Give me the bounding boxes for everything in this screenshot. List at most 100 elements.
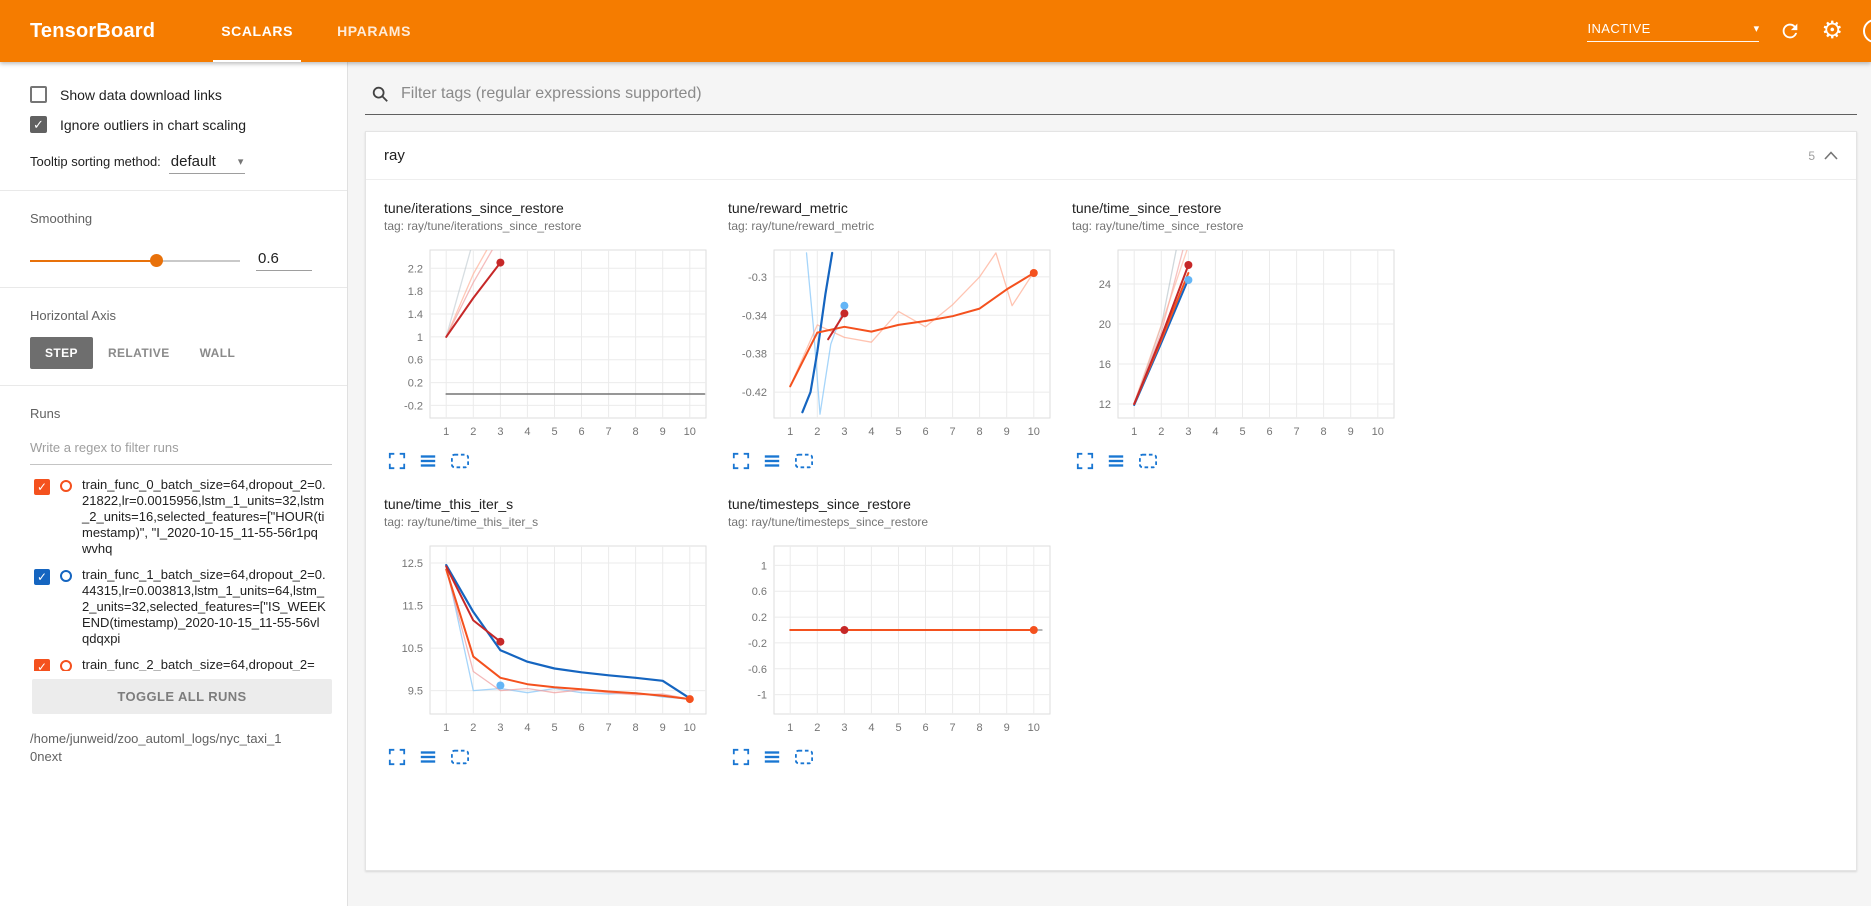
expand-chart-icon[interactable] bbox=[732, 452, 750, 470]
chart-plot[interactable]: -1 -0.6 -0.2 0.2 0.6 1 1 2 3 4 5 6 7 8 9 10 bbox=[728, 538, 1062, 745]
svg-text:-0.6: -0.6 bbox=[748, 664, 767, 676]
svg-text:9: 9 bbox=[1348, 426, 1354, 438]
refresh-icon[interactable] bbox=[1779, 20, 1801, 42]
run-item[interactable]: ✓ train_func_1_batch_size=64,dropout_2=0.… bbox=[30, 567, 331, 647]
checkbox-icon[interactable] bbox=[30, 86, 47, 103]
checkbox-label: Ignore outliers in chart scaling bbox=[60, 116, 246, 133]
settings-sidebar: Show data download links ✓ Ignore outlie… bbox=[0, 62, 348, 906]
run-isolate-radio[interactable] bbox=[60, 480, 72, 492]
tab-scalars[interactable]: SCALARS bbox=[199, 0, 315, 62]
run-isolate-radio[interactable] bbox=[60, 660, 72, 671]
tag-filter-bar bbox=[365, 76, 1857, 115]
chart-actions bbox=[1072, 452, 1406, 470]
status-dropdown[interactable]: INACTIVE ▾ bbox=[1587, 21, 1760, 42]
svg-text:3: 3 bbox=[841, 426, 847, 438]
smoothing-label: Smoothing bbox=[30, 211, 93, 226]
svg-text:2: 2 bbox=[470, 426, 476, 438]
horizontal-axis-buttons: STEP RELATIVE WALL bbox=[30, 337, 331, 369]
run-selector-icon[interactable] bbox=[1107, 452, 1125, 470]
main-tabs: SCALARS HPARAMS bbox=[199, 0, 433, 62]
pin-chart-icon[interactable] bbox=[794, 452, 814, 470]
svg-text:-0.3: -0.3 bbox=[748, 272, 767, 284]
main-content: ray 5 tune/iterations_since_restore tag: … bbox=[349, 62, 1871, 906]
expand-chart-icon[interactable] bbox=[388, 452, 406, 470]
run-label: train_func_1_batch_size=64,dropout_2=0.4… bbox=[82, 567, 326, 646]
svg-text:4: 4 bbox=[524, 722, 530, 734]
svg-text:-0.42: -0.42 bbox=[742, 387, 767, 399]
svg-text:6: 6 bbox=[1266, 426, 1272, 438]
help-icon[interactable]: ? bbox=[1863, 19, 1871, 43]
run-filter-input[interactable] bbox=[30, 440, 332, 455]
chart-card: tune/reward_metric tag: ray/tune/reward_m… bbox=[728, 200, 1062, 470]
line-chart[interactable]: -0.2 0.2 0.6 1 1.4 1.8 2.2 1 2 3 4 5 6 7 8 9 10 bbox=[384, 242, 714, 444]
run-checkbox[interactable]: ✓ bbox=[34, 479, 50, 495]
log-directory-path: /home/junweid/zoo_automl_logs/nyc_taxi_1… bbox=[30, 731, 282, 764]
run-selector-icon[interactable] bbox=[763, 452, 781, 470]
chart-title: tune/time_this_iter_s bbox=[384, 496, 514, 512]
tooltip-sorting-select[interactable]: default ▾ bbox=[168, 153, 246, 174]
checkbox-show-download-links[interactable]: Show data download links bbox=[30, 86, 331, 103]
axis-relative-button[interactable]: RELATIVE bbox=[107, 346, 170, 360]
run-item[interactable]: ✓ train_func_0_batch_size=64,dropout_2=0.… bbox=[30, 477, 331, 557]
tag-group-header[interactable]: ray 5 bbox=[366, 132, 1856, 180]
slider-fill bbox=[30, 259, 156, 262]
checkbox-icon[interactable]: ✓ bbox=[30, 116, 47, 133]
svg-text:8: 8 bbox=[633, 722, 639, 734]
svg-text:5: 5 bbox=[551, 722, 557, 734]
settings-gear-icon[interactable]: ⚙ bbox=[1821, 17, 1843, 44]
svg-text:5: 5 bbox=[895, 426, 901, 438]
pin-chart-icon[interactable] bbox=[450, 452, 470, 470]
pin-chart-icon[interactable] bbox=[450, 748, 470, 766]
chart-plot[interactable]: -0.2 0.2 0.6 1 1.4 1.8 2.2 1 2 3 4 5 6 7 8 9 10 bbox=[384, 242, 718, 449]
svg-text:6: 6 bbox=[578, 722, 584, 734]
run-label: train_func_2_batch_size=64,dropout_2= bbox=[82, 657, 315, 671]
svg-text:-0.2: -0.2 bbox=[404, 400, 423, 412]
run-isolate-radio[interactable] bbox=[60, 570, 72, 582]
pin-chart-icon[interactable] bbox=[1138, 452, 1158, 470]
svg-text:1: 1 bbox=[787, 722, 793, 734]
run-selector-icon[interactable] bbox=[419, 452, 437, 470]
run-selector-icon[interactable] bbox=[419, 748, 437, 766]
smoothing-value[interactable]: 0.6 bbox=[256, 250, 312, 271]
svg-text:16: 16 bbox=[1099, 359, 1111, 371]
svg-text:6: 6 bbox=[922, 722, 928, 734]
axis-wall-button[interactable]: WALL bbox=[199, 346, 236, 360]
svg-text:7: 7 bbox=[950, 426, 956, 438]
toggle-all-runs-button[interactable]: TOGGLE ALL RUNS bbox=[32, 679, 332, 714]
svg-text:5: 5 bbox=[895, 722, 901, 734]
checkbox-ignore-outliers[interactable]: ✓ Ignore outliers in chart scaling bbox=[30, 116, 331, 133]
svg-text:24: 24 bbox=[1099, 279, 1111, 291]
tag-group-card: ray 5 tune/iterations_since_restore tag: … bbox=[365, 131, 1857, 871]
expand-chart-icon[interactable] bbox=[1076, 452, 1094, 470]
svg-text:10: 10 bbox=[684, 722, 696, 734]
expand-chart-icon[interactable] bbox=[732, 748, 750, 766]
svg-text:7: 7 bbox=[606, 426, 612, 438]
smoothing-slider[interactable] bbox=[30, 253, 240, 268]
run-item[interactable]: ✓ train_func_2_batch_size=64,dropout_2= bbox=[30, 657, 331, 671]
svg-text:3: 3 bbox=[1185, 426, 1191, 438]
line-chart[interactable]: -1 -0.6 -0.2 0.2 0.6 1 1 2 3 4 5 6 7 8 9 10 bbox=[728, 538, 1058, 740]
tag-filter-input[interactable] bbox=[401, 85, 1853, 103]
chart-plot[interactable]: 12 16 20 24 1 2 3 4 5 6 7 8 9 10 bbox=[1072, 242, 1406, 449]
chevron-up-icon[interactable] bbox=[1824, 151, 1838, 160]
chart-plot[interactable]: 9.5 10.5 11.5 12.5 1 2 3 4 5 6 7 8 9 10 bbox=[384, 538, 718, 745]
chart-tag: tag: ray/tune/iterations_since_restore bbox=[384, 219, 582, 233]
line-chart[interactable]: 9.5 10.5 11.5 12.5 1 2 3 4 5 6 7 8 9 10 bbox=[384, 538, 714, 740]
run-checkbox[interactable]: ✓ bbox=[34, 569, 50, 585]
axis-step-button[interactable]: STEP bbox=[30, 337, 93, 369]
pin-chart-icon[interactable] bbox=[794, 748, 814, 766]
svg-text:9: 9 bbox=[1004, 426, 1010, 438]
expand-chart-icon[interactable] bbox=[388, 748, 406, 766]
chart-actions bbox=[384, 452, 718, 470]
run-checkbox[interactable]: ✓ bbox=[34, 659, 50, 671]
svg-text:0.2: 0.2 bbox=[408, 378, 423, 390]
run-selector-icon[interactable] bbox=[763, 748, 781, 766]
svg-text:4: 4 bbox=[868, 722, 874, 734]
svg-text:11.5: 11.5 bbox=[402, 601, 423, 613]
tab-hparams[interactable]: HPARAMS bbox=[337, 23, 412, 39]
svg-text:9: 9 bbox=[660, 426, 666, 438]
line-chart[interactable]: -0.42 -0.38 -0.34 -0.3 1 2 3 4 5 6 7 8 9 10 bbox=[728, 242, 1058, 444]
chart-plot[interactable]: -0.42 -0.38 -0.34 -0.3 1 2 3 4 5 6 7 8 9 10 bbox=[728, 242, 1062, 449]
slider-thumb[interactable] bbox=[150, 253, 163, 267]
